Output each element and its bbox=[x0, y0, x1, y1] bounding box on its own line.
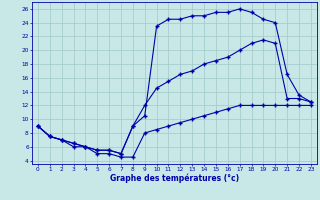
X-axis label: Graphe des températures (°c): Graphe des températures (°c) bbox=[110, 174, 239, 183]
